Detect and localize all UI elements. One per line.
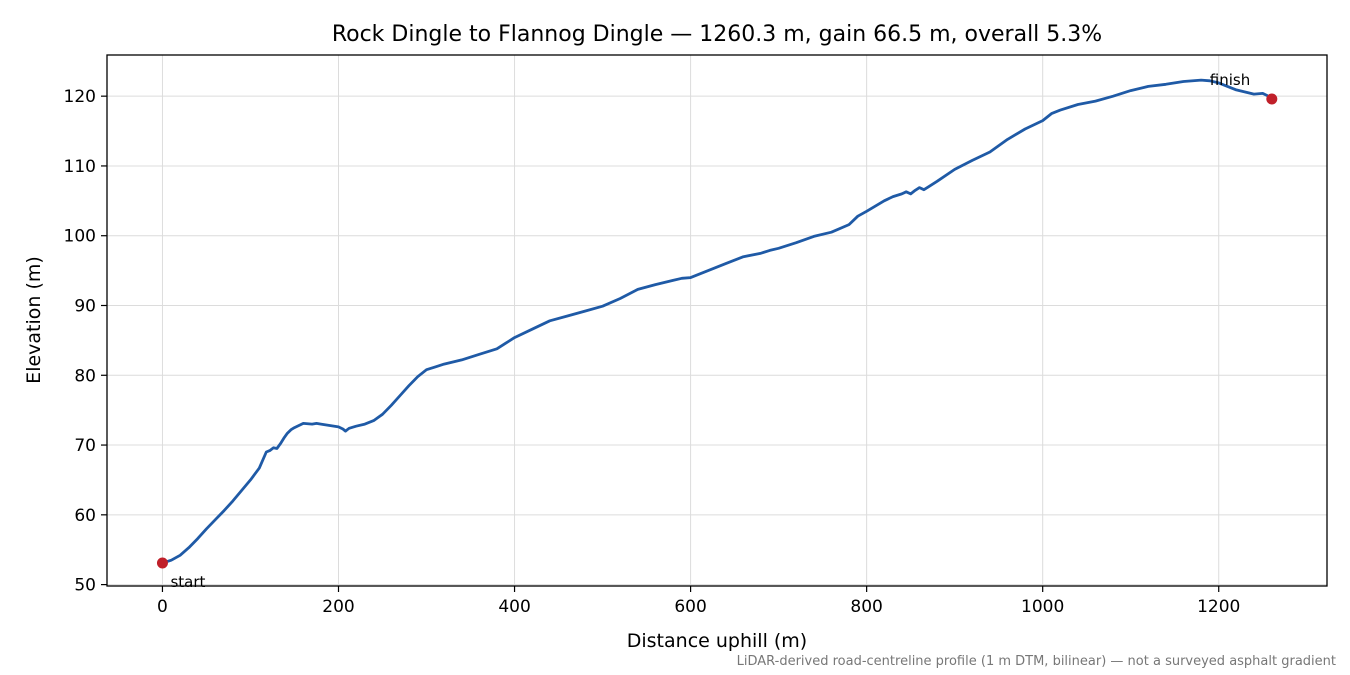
y-tick-label: 70	[74, 436, 96, 456]
x-tick-label: 0	[157, 597, 168, 617]
y-tick-label: 90	[74, 296, 96, 316]
start-marker	[156, 557, 168, 569]
y-tick-label: 60	[74, 506, 96, 526]
grid-lines	[107, 55, 1327, 586]
footnote: LiDAR-derived road-centreline profile (1…	[737, 654, 1336, 669]
x-tick-label: 1000	[1021, 597, 1064, 617]
y-tick-label: 80	[74, 366, 96, 386]
finish-marker	[1266, 93, 1278, 105]
start-label: start	[170, 573, 205, 591]
y-tick-label: 100	[64, 227, 96, 247]
y-tick-label: 50	[74, 576, 96, 596]
annotations: start finish	[156, 71, 1278, 591]
y-tick-label: 120	[64, 87, 96, 107]
elevation-profile-line	[161, 78, 1274, 565]
y-axis-label: Elevation (m)	[23, 256, 45, 384]
x-tick-label: 200	[322, 597, 354, 617]
x-tick-label: 400	[498, 597, 530, 617]
x-tick-label: 600	[674, 597, 706, 617]
x-axis-label: Distance uphill (m)	[627, 630, 807, 652]
finish-label: finish	[1210, 71, 1250, 89]
y-tick-label: 110	[64, 157, 96, 177]
plot-frame	[106, 54, 1328, 587]
x-tick-label: 800	[850, 597, 882, 617]
x-tick-label: 1200	[1197, 597, 1240, 617]
axis-ticks: 0 200 400 600 800 1000 1200 50 60 70 80 90 100 110 120	[64, 87, 1241, 617]
chart-title: Rock Dingle to Flannog Dingle — 1260.3 m…	[332, 22, 1102, 47]
